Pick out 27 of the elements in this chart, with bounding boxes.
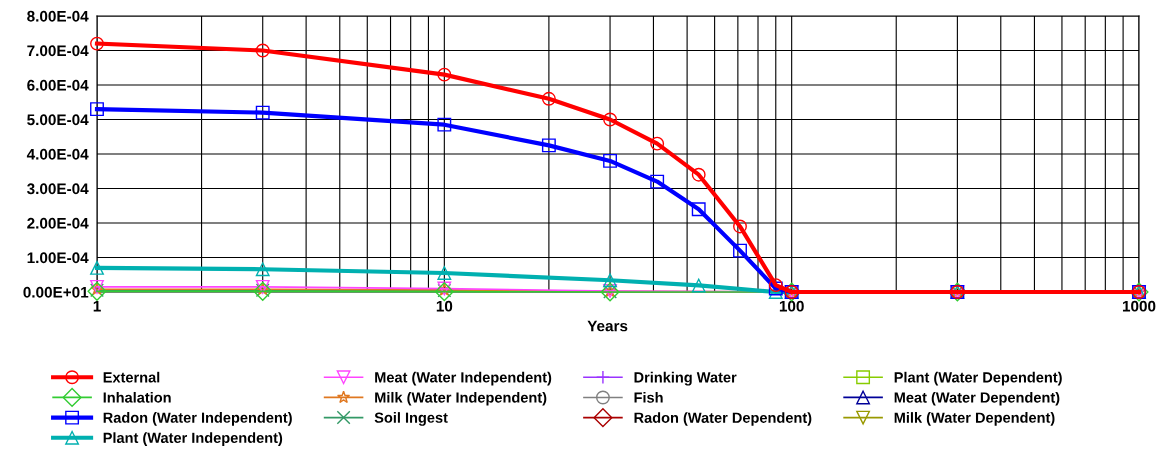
y-tick-label: 6.00E-04 [27, 79, 89, 91]
y-tick-label: 3.00E-04 [27, 183, 89, 195]
x-tick-label: 100 [779, 300, 804, 312]
legend-label: Meat (Water Dependent) [894, 391, 1060, 406]
y-tick-label: 5.00E-04 [27, 114, 89, 126]
legend-label: Soil Ingest [374, 412, 448, 426]
y-tick-label: 2.00E-04 [27, 217, 89, 229]
y-tick-label: 1.00E-04 [27, 252, 89, 264]
y-tick-label: 0.00E+01 [23, 286, 89, 298]
legend-label: Milk (Water Independent) [375, 391, 547, 406]
x-axis-title: Years [587, 320, 628, 332]
legend-label: Radon (Water Independent) [103, 412, 292, 426]
legend-label: Plant (Water Dependent) [894, 371, 1062, 386]
legend-label: Drinking Water [634, 371, 737, 386]
legend-label: External [103, 371, 160, 383]
legend-label: Milk (Water Dependent) [894, 412, 1055, 426]
legend-label: Fish [634, 392, 663, 403]
x-tick-label: 10 [436, 300, 453, 312]
legend-label: Radon (Water Dependent) [634, 412, 812, 426]
legend-label: Meat (Water Independent) [375, 371, 552, 386]
y-tick-label: 7.00E-04 [27, 45, 89, 57]
legend-label: Inhalation [103, 391, 171, 403]
y-tick-label: 8.00E-04 [27, 10, 89, 22]
x-tick-label: 1000 [1122, 300, 1156, 312]
legend-label: Plant (Water Independent) [103, 432, 283, 446]
y-tick-label: 4.00E-04 [26, 148, 89, 160]
x-tick-label: 1 [93, 300, 101, 312]
